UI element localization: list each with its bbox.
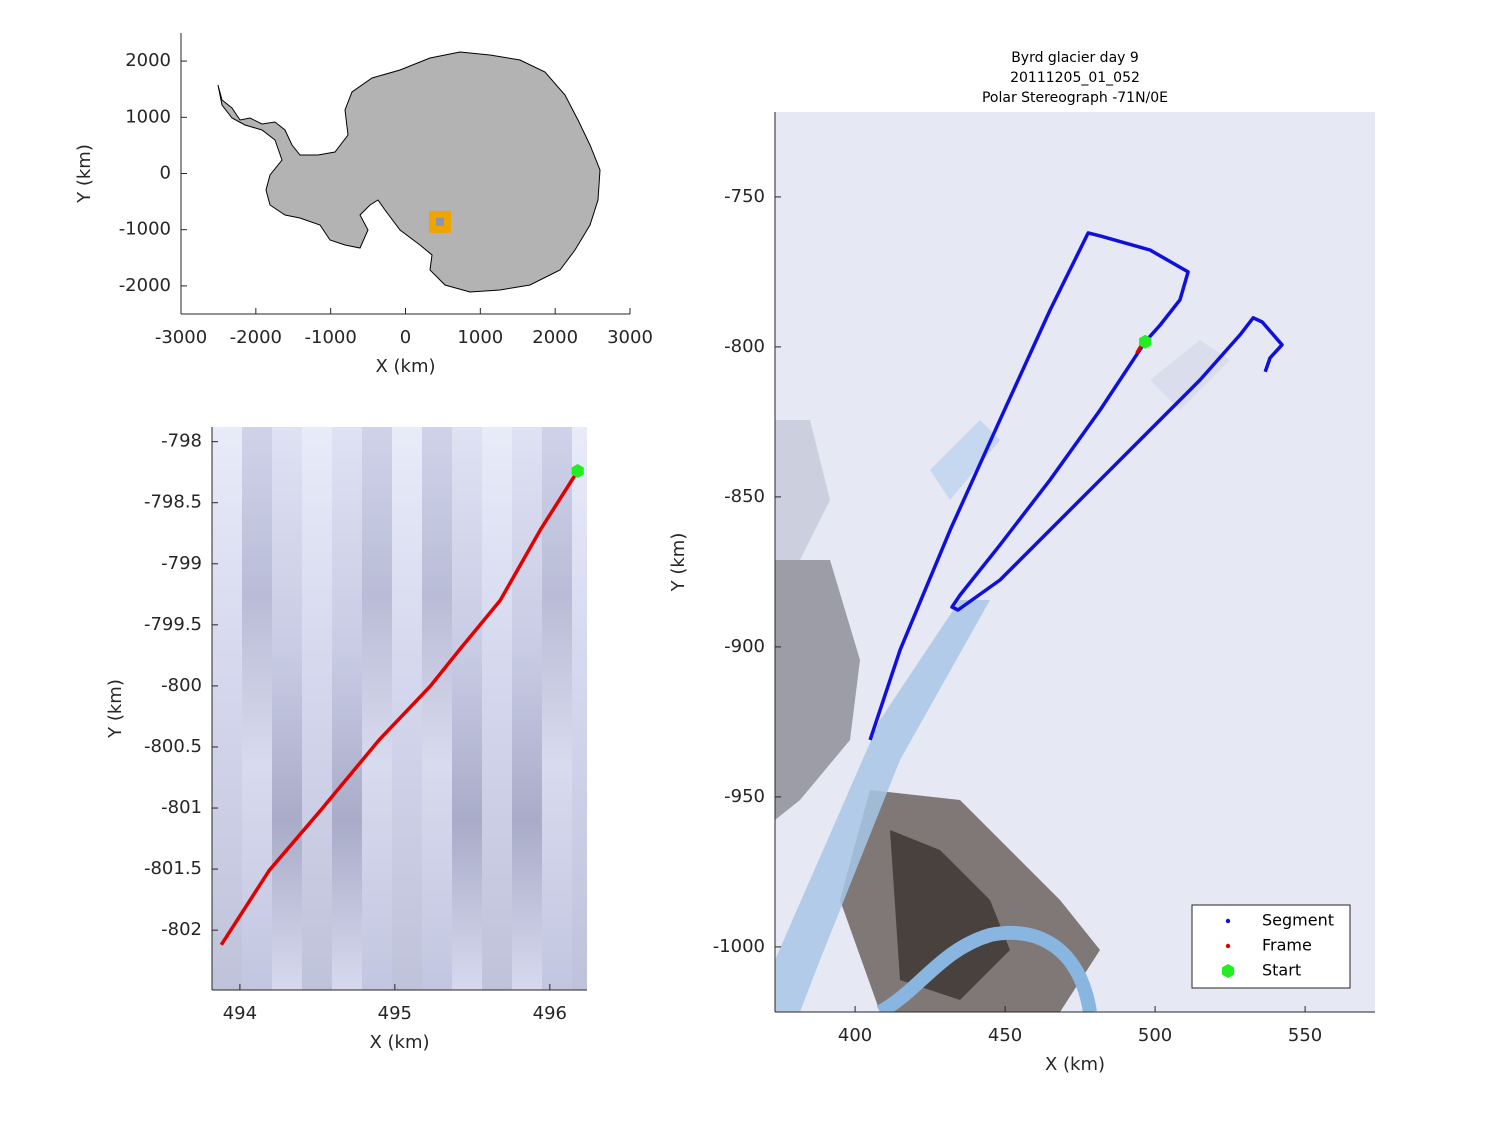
y-tick-label: -850 (724, 486, 765, 507)
y-tick-label: -1000 (119, 219, 171, 240)
data-line (219, 470, 580, 946)
x-axis-label: X (km) (375, 356, 435, 377)
x-tick-label: 1000 (457, 327, 503, 348)
y-tick-label: -1000 (713, 936, 765, 957)
y-tick-label: 1000 (125, 106, 171, 127)
y-tick-label: -798.5 (144, 492, 202, 513)
chart-title: Byrd glacier day 9 (1011, 50, 1139, 66)
y-tick-label: -950 (724, 786, 765, 807)
x-tick-label: 400 (838, 1025, 872, 1046)
x-tick-label: 494 (223, 1003, 257, 1024)
satellite-background (775, 112, 1375, 1012)
legend-marker (1221, 964, 1235, 978)
y-tick-label: -802 (161, 919, 202, 940)
x-tick-label: 0 (400, 327, 411, 348)
image-background (212, 427, 587, 990)
x-tick-label: -3000 (155, 327, 207, 348)
marker (571, 464, 584, 478)
x-tick-label: 496 (533, 1003, 567, 1024)
x-tick-label: -1000 (305, 327, 357, 348)
chart-subtitle: Polar Stereograph -71N/0E (982, 90, 1168, 106)
x-tick-label: 2000 (532, 327, 578, 348)
legend-box (1191, 904, 1351, 989)
x-tick-label: 495 (378, 1003, 412, 1024)
marker (1139, 334, 1152, 349)
marker-center (435, 217, 444, 226)
y-tick-label: -800 (161, 675, 202, 696)
x-tick-label: -2000 (230, 327, 282, 348)
y-tick-label: -2000 (119, 275, 171, 296)
y-axis-label: Y (km) (668, 533, 689, 593)
legend-label: Frame (1262, 936, 1312, 955)
legend-marker (1225, 918, 1231, 924)
legend-label: Start (1262, 961, 1301, 980)
y-tick-label: -801 (161, 797, 202, 818)
y-tick-label: -800.5 (144, 736, 202, 757)
y-tick-label: -801.5 (144, 858, 202, 879)
y-tick-label: -750 (724, 186, 765, 207)
x-axis-label: X (km) (369, 1032, 429, 1053)
x-tick-label: 550 (1288, 1025, 1322, 1046)
y-tick-label: -900 (724, 636, 765, 657)
chart-subtitle: 20111205_01_052 (1010, 70, 1140, 86)
y-tick-label: -800 (724, 336, 765, 357)
legend-label: Segment (1262, 911, 1334, 930)
y-axis-label: Y (km) (74, 144, 95, 204)
x-tick-label: 500 (1138, 1025, 1172, 1046)
y-axis-label: Y (km) (105, 679, 126, 739)
continent-outline (217, 51, 601, 293)
y-tick-label: -799.5 (144, 614, 202, 635)
y-tick-label: -798 (161, 431, 202, 452)
x-tick-label: 450 (988, 1025, 1022, 1046)
data-line (868, 231, 1284, 741)
y-tick-label: 2000 (125, 50, 171, 71)
y-tick-label: 0 (160, 163, 171, 184)
legend-marker (1225, 943, 1231, 949)
x-tick-label: 3000 (607, 327, 653, 348)
x-axis-label: X (km) (1045, 1054, 1105, 1075)
y-tick-label: -799 (161, 553, 202, 574)
